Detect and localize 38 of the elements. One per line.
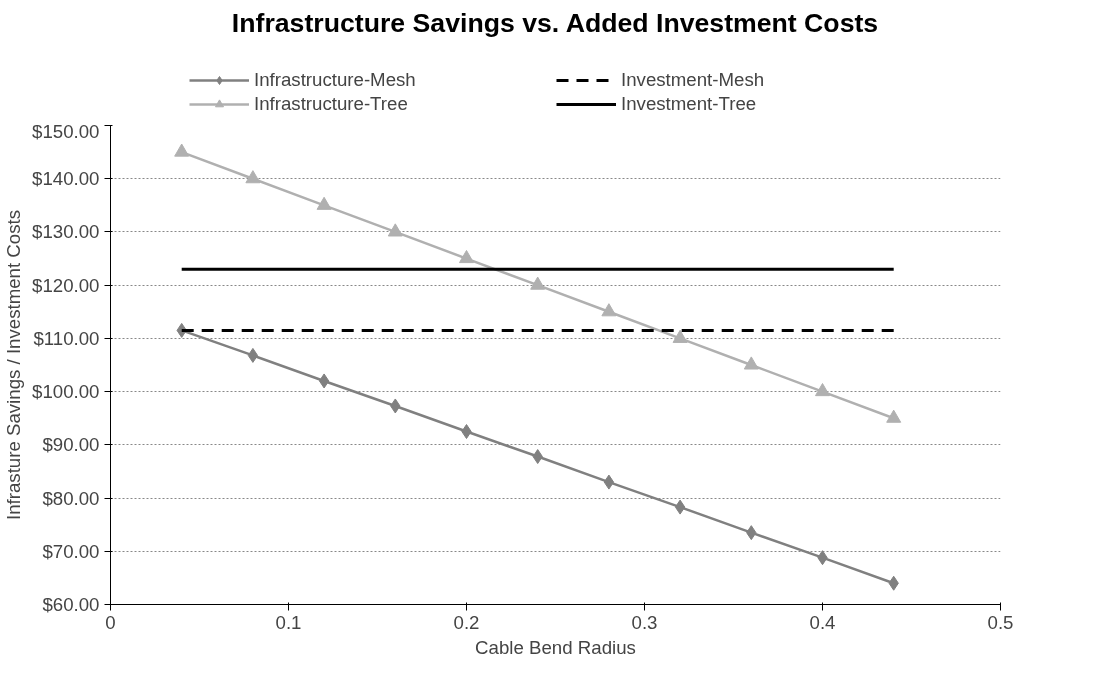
point xyxy=(672,329,688,343)
point xyxy=(459,249,474,264)
point xyxy=(245,170,261,184)
point xyxy=(603,474,615,490)
point xyxy=(815,383,830,397)
point xyxy=(318,373,330,389)
y-tick-label: $60.00 xyxy=(42,594,100,615)
y-axis-title: Infrasture Savings / Investment Costs xyxy=(3,209,25,521)
x-tick-label: 0.5 xyxy=(987,611,1014,633)
point xyxy=(601,303,617,317)
point xyxy=(886,409,902,423)
legend-label: Infrastructure-Mesh xyxy=(254,69,417,91)
chart-title: Infrastructure Savings vs. Added Investment Costs xyxy=(231,7,879,38)
point xyxy=(174,143,190,157)
x-tick-label: 0 xyxy=(105,611,116,633)
legend-label: Investment-Mesh xyxy=(621,69,766,91)
y-tick-label: $150.00 xyxy=(32,120,100,142)
point xyxy=(743,356,759,370)
point xyxy=(316,196,332,210)
y-tick-label: $110.00 xyxy=(33,327,100,349)
x-tick-label: 0.1 xyxy=(275,611,302,633)
y-tick-label: $70.00 xyxy=(42,540,100,562)
y-tick-label: $120.00 xyxy=(32,274,100,296)
x-axis-title: Cable Bend Radius xyxy=(475,636,636,658)
x-tick-label: 0.2 xyxy=(453,611,480,633)
point xyxy=(387,223,403,237)
y-tick-label: $90.00 xyxy=(42,434,100,456)
x-tick-label: 0.4 xyxy=(809,611,836,633)
y-tick-label: $100.00 xyxy=(32,381,100,403)
point xyxy=(530,276,546,290)
point xyxy=(674,499,686,515)
y-tick-label: $140.00 xyxy=(32,168,100,190)
y-tick-label: $130.00 xyxy=(32,221,100,243)
legend-label: Infrastructure-Tree xyxy=(254,93,409,115)
y-tick-label: $80.00 xyxy=(42,487,100,509)
point xyxy=(247,347,259,363)
x-tick-label: 0.3 xyxy=(631,611,658,633)
legend-label: Investment-Tree xyxy=(621,93,758,115)
